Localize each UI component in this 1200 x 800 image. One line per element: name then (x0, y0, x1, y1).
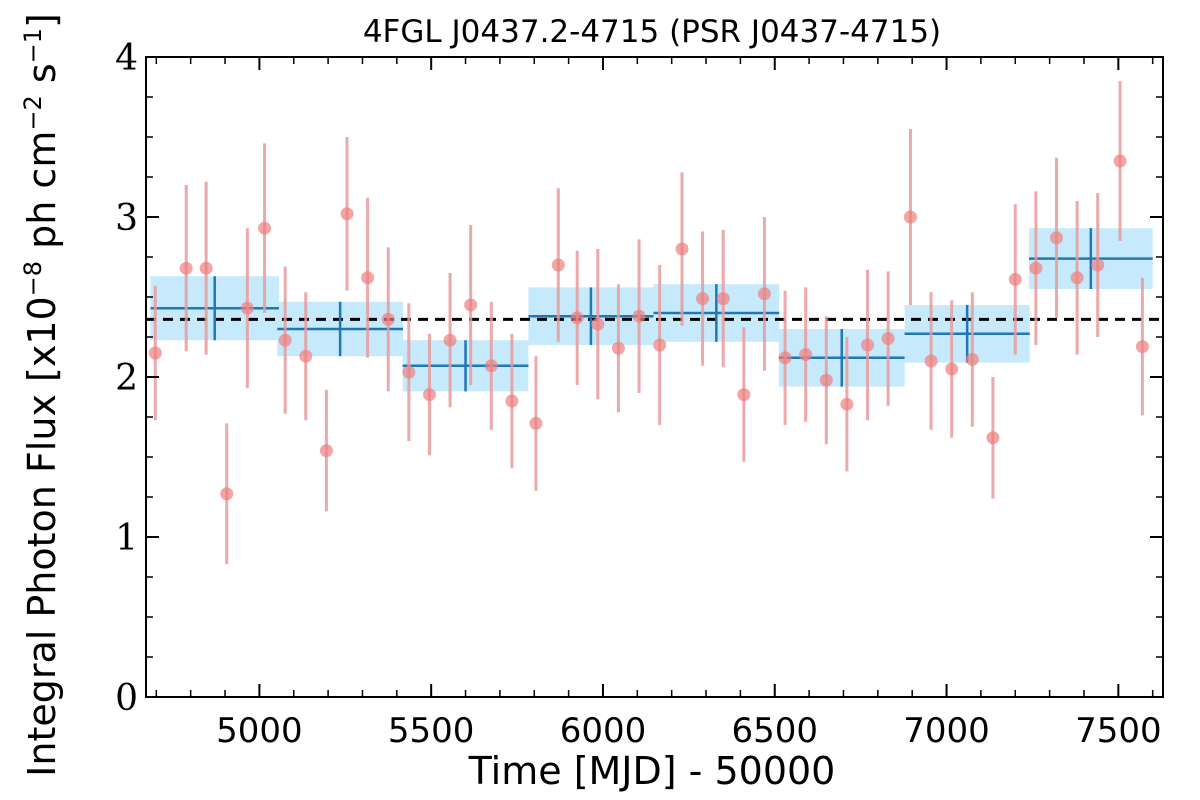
data-point (632, 309, 646, 323)
x-axis-ticks: 5000 5500 6000 6500 7000 7500 (155, 57, 1162, 751)
y-tick-label: 2 (115, 358, 138, 399)
y-axis-label-part3: s (20, 63, 64, 95)
data-point (179, 261, 193, 275)
svg-text:Integral Photon Flux [x10−8 ph: Integral Photon Flux [x10−8 ph cm−2 s−1] (19, 13, 64, 777)
data-point (799, 348, 813, 362)
data-point (778, 351, 792, 365)
data-point (1135, 340, 1149, 354)
data-point (1029, 261, 1043, 275)
data-point (278, 333, 292, 347)
y-axis-label: Integral Photon Flux [x10−8 ph cm−2 s−1] (19, 13, 64, 777)
flux-bin-bars (150, 228, 1153, 392)
data-point (361, 271, 375, 285)
data-point (924, 354, 938, 368)
data-point (591, 317, 605, 331)
data-point (484, 359, 498, 373)
data-point (422, 388, 436, 402)
data-point (199, 261, 213, 275)
flux-points (148, 154, 1149, 501)
data-point (319, 444, 333, 458)
x-tick-label: 5000 (216, 711, 303, 751)
data-point (505, 394, 519, 408)
data-point (611, 341, 625, 355)
x-tick-label: 7000 (903, 711, 990, 751)
y-axis-label-exp1: −8 (19, 261, 47, 296)
data-point (965, 352, 979, 366)
x-axis-label: Time [MJD] - 50000 (468, 749, 836, 793)
data-point (529, 416, 543, 430)
y-tick-label: 4 (115, 38, 138, 79)
x-tick-label: 6000 (560, 711, 647, 751)
data-point (402, 365, 416, 379)
x-tick-label: 7500 (1075, 711, 1162, 751)
data-point (258, 221, 272, 235)
data-point (443, 333, 457, 347)
data-point (653, 338, 667, 352)
data-point (737, 388, 751, 402)
data-point (570, 311, 584, 325)
data-point (881, 332, 895, 346)
data-point (1091, 258, 1105, 272)
x-tick-label: 5500 (388, 711, 475, 751)
plot-frame (145, 56, 1164, 698)
data-point (148, 346, 162, 360)
data-point (299, 349, 313, 363)
data-point (551, 258, 565, 272)
data-point (464, 298, 478, 312)
data-point (340, 207, 354, 221)
y-tick-label: 0 (115, 678, 138, 719)
data-point (675, 242, 689, 256)
data-point (757, 287, 771, 301)
y-tick-label: 1 (115, 518, 138, 559)
data-point (716, 292, 730, 306)
y-axis-label-part1: Integral Photon Flux [x10 (20, 296, 64, 777)
data-point (1049, 231, 1063, 245)
data-point (696, 292, 710, 306)
data-point (840, 397, 854, 411)
y-tick-label: 3 (115, 198, 138, 239)
data-point (861, 338, 875, 352)
data-point (381, 312, 395, 326)
y-axis-label-close: ] (20, 13, 64, 28)
data-point (220, 487, 234, 501)
y-axis-ticks: 0 1 2 3 4 (115, 38, 1163, 719)
data-point (903, 210, 917, 224)
y-axis-label-exp2: −2 (19, 95, 47, 130)
data-point (945, 362, 959, 376)
chart-title: 4FGL J0437.2-4715 (PSR J0437-4715) (363, 14, 941, 50)
y-axis-label-exp3: −1 (19, 28, 47, 63)
y-axis-label-part2: ph cm (20, 131, 64, 261)
data-point (1113, 154, 1127, 168)
data-point (986, 431, 1000, 445)
data-point (819, 373, 833, 387)
data-point (1070, 271, 1084, 285)
x-tick-label: 6500 (731, 711, 818, 751)
data-point (240, 301, 254, 315)
data-point (1008, 272, 1022, 286)
flux-bin-boxes (150, 228, 1153, 392)
